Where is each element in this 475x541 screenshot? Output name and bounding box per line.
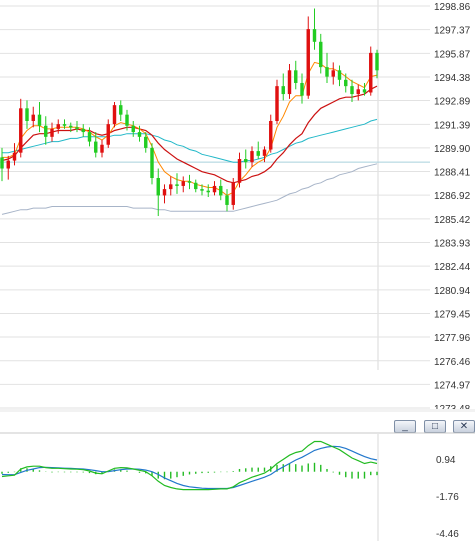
ema-long-line [1, 163, 378, 215]
candle [269, 114, 273, 153]
candle [375, 49, 379, 79]
price-tick-label: 1291.39 [434, 120, 471, 131]
candle [100, 140, 104, 158]
price-tick-label: 1273.48 [434, 404, 471, 410]
candle [6, 155, 10, 180]
candle [0, 147, 4, 182]
candle [225, 189, 229, 212]
price-tick-label: 1285.42 [434, 215, 471, 226]
candle [275, 79, 279, 125]
candle [44, 116, 48, 145]
price-tick-label: 1283.93 [434, 238, 471, 249]
candle [37, 101, 42, 133]
candle [50, 122, 54, 142]
minimize-icon: _ [402, 421, 408, 432]
candle [162, 184, 167, 204]
oscillator-signal-line [1, 445, 378, 490]
candle [87, 127, 92, 147]
price-tick-label: 1289.90 [434, 144, 471, 155]
candle [244, 149, 248, 169]
candle [262, 146, 267, 163]
candle [306, 16, 310, 99]
candle [169, 176, 173, 196]
candle [181, 176, 185, 193]
candle [119, 100, 123, 121]
price-tick-label: 1292.89 [434, 97, 471, 108]
price-tick-label: 1297.37 [434, 26, 471, 37]
candle [206, 184, 210, 198]
candle [81, 124, 85, 137]
ema-slow-line [2, 118, 378, 163]
close-button[interactable]: ✕ [453, 420, 475, 433]
oscillator-tick-label: 0.94 [436, 455, 456, 466]
candle [150, 143, 154, 185]
candle [75, 120, 79, 133]
candle [312, 8, 317, 50]
restore-icon: □ [431, 421, 439, 432]
candle [362, 82, 367, 96]
price-tick-label: 1274.97 [434, 380, 471, 391]
candle [156, 168, 160, 217]
candle [369, 46, 373, 96]
close-icon: ✕ [459, 421, 469, 432]
candle [94, 132, 98, 158]
price-tick-label: 1298.86 [434, 2, 471, 13]
candle [200, 184, 204, 196]
candle [287, 63, 292, 99]
candle [337, 65, 342, 87]
minimize-button[interactable]: _ [394, 420, 416, 433]
candle [281, 73, 285, 101]
price-chart: 1298.86 1297.37 1295.87 1294.38 1292.89 1291.… [0, 0, 471, 410]
oscillator-main-line [1, 440, 378, 491]
candle [131, 120, 135, 137]
price-tick-label: 1286.92 [434, 191, 471, 202]
candle [350, 79, 354, 102]
ema-mid-line [1, 85, 378, 184]
candle [331, 62, 335, 85]
candle [344, 73, 348, 93]
price-tick-label: 1294.38 [434, 73, 471, 84]
candle [319, 33, 323, 74]
price-tick-label: 1279.45 [434, 309, 471, 320]
candle [112, 101, 117, 128]
candle [194, 179, 198, 193]
candle [212, 181, 217, 196]
candle [294, 60, 298, 90]
candle [69, 122, 73, 133]
price-tick-label: 1280.94 [434, 286, 471, 297]
price-tick-label: 1282.44 [434, 262, 471, 273]
candle [237, 152, 242, 188]
candle [62, 119, 67, 129]
candle [231, 178, 235, 210]
candle [300, 73, 304, 104]
candle [125, 109, 129, 131]
candle [144, 132, 148, 153]
restore-button[interactable]: □ [424, 420, 446, 433]
candle [356, 84, 360, 101]
oscillator-tick-label: -4.46 [436, 529, 459, 540]
price-tick-label: 1276.46 [434, 357, 471, 368]
candle [31, 106, 35, 128]
price-tick-label: 1288.41 [434, 168, 471, 179]
candle [25, 100, 29, 129]
candle [137, 125, 142, 142]
candle [325, 52, 329, 83]
candle [56, 119, 60, 134]
price-tick-label: 1295.87 [434, 49, 471, 60]
candle [12, 143, 17, 166]
candle [256, 141, 260, 160]
candle [19, 98, 23, 158]
candle [187, 174, 192, 190]
price-tick-label: 1277.96 [434, 333, 471, 344]
candle [175, 173, 179, 194]
candle [219, 179, 223, 201]
candle [250, 146, 254, 167]
candle [106, 119, 110, 148]
oscillator-tick-label: -1.76 [436, 492, 459, 503]
